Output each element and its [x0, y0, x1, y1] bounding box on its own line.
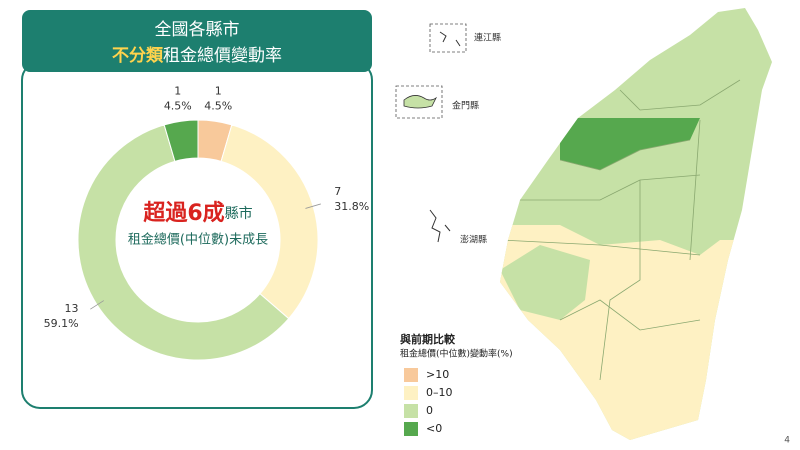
slice-count: 13: [65, 302, 79, 315]
map-region: [500, 245, 590, 320]
legend-swatch: [404, 404, 418, 418]
legend-label: >10: [426, 368, 449, 381]
legend-title: 與前期比較: [400, 332, 456, 346]
leader-line: [90, 300, 104, 310]
donut: 1 4.5% 7 31.8% 13 59.1% 1 4.5%: [44, 84, 369, 361]
island-shape: [439, 31, 461, 47]
island-shape: [429, 209, 451, 243]
legend-swatch: [404, 422, 418, 436]
header-line2: 不分類租金總價變動率: [112, 46, 282, 66]
island-label: 連江縣: [474, 32, 501, 44]
legend: >10 0–10 0 <0: [404, 368, 453, 436]
center-suffix: 縣市: [225, 205, 253, 222]
taiwan-map: [500, 8, 772, 440]
center-line1: 超過6成縣市: [143, 200, 252, 226]
donut-slice: [220, 124, 319, 320]
legend-label: 0–10: [426, 386, 453, 399]
header-highlight: 不分類: [112, 46, 164, 66]
leader-line: [305, 203, 321, 209]
legend-label: <0: [426, 422, 442, 435]
slice-count: 1: [174, 84, 181, 97]
donut-slice: [163, 119, 199, 162]
island-label: 澎湖縣: [460, 234, 487, 246]
island-label: 金門縣: [452, 100, 479, 112]
donut-slice: [77, 124, 290, 361]
island-boxes: [395, 23, 467, 119]
header-rest: 租金總價變動率: [163, 46, 282, 66]
slice-count: 1: [215, 84, 222, 97]
map-region: [560, 118, 700, 170]
center-line2: 租金總價(中位數)未成長: [128, 232, 268, 248]
borders: [500, 79, 741, 381]
slice-percent: 31.8%: [334, 200, 369, 213]
slice-percent: 4.5%: [164, 99, 192, 112]
slice-percent: 4.5%: [204, 99, 232, 112]
legend-swatch: [404, 386, 418, 400]
header-line1: 全國各縣市: [155, 20, 240, 40]
legend-swatch: [404, 368, 418, 382]
page-number: 4: [784, 436, 790, 446]
slice-percent: 59.1%: [44, 317, 79, 330]
legend-label: 0: [426, 404, 433, 417]
slice-count: 7: [334, 185, 341, 198]
center-highlight: 超過6成: [143, 200, 224, 226]
island-shape: [403, 95, 438, 109]
legend-subtitle: 租金總價(中位數)變動率(%): [400, 348, 513, 360]
header: [22, 10, 372, 72]
